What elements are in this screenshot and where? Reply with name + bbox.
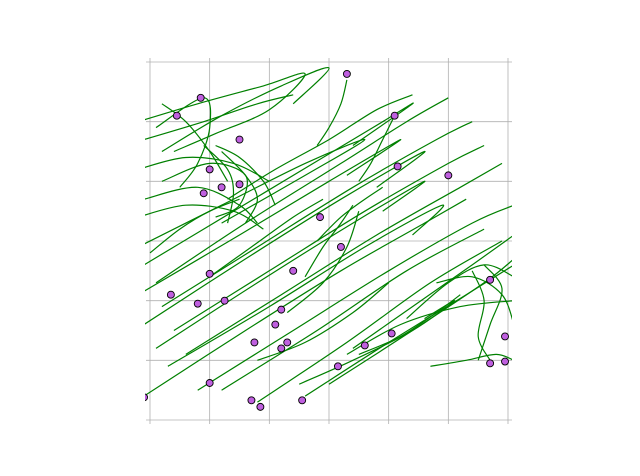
trajectory-line-34 bbox=[298, 300, 455, 385]
trajectory-line-7 bbox=[145, 204, 264, 230]
trajectory-line-14 bbox=[161, 121, 473, 308]
trajectory-line-4 bbox=[155, 97, 212, 188]
data-point-9 bbox=[393, 162, 402, 171]
trajectory-line-29 bbox=[436, 275, 512, 321]
trajectory-line-23 bbox=[257, 240, 503, 403]
trajectory-line-44 bbox=[358, 115, 396, 182]
data-point-0 bbox=[196, 93, 205, 102]
trajectory-line-38 bbox=[209, 198, 324, 278]
data-point-25 bbox=[360, 341, 369, 350]
data-point-27 bbox=[486, 359, 495, 368]
data-point-11 bbox=[316, 213, 324, 222]
data-point-6 bbox=[199, 189, 208, 198]
trajectory-line-21 bbox=[197, 205, 512, 391]
data-point-10 bbox=[444, 171, 453, 180]
data-point-3 bbox=[205, 165, 214, 174]
data-point-22 bbox=[250, 338, 259, 347]
trajectory-line-41 bbox=[161, 103, 229, 182]
data-point-1 bbox=[172, 111, 181, 120]
data-point-15 bbox=[166, 290, 175, 299]
data-point-26 bbox=[387, 329, 396, 338]
trajectory-line-1 bbox=[145, 94, 294, 140]
trajectory-line-43 bbox=[316, 79, 348, 146]
data-point-12 bbox=[336, 243, 345, 251]
data-point-24 bbox=[277, 344, 286, 353]
trajectory-line-17 bbox=[155, 180, 426, 349]
trajectory-line-37 bbox=[304, 204, 354, 278]
point-layer bbox=[145, 69, 509, 411]
trajectory-line-27 bbox=[346, 300, 512, 355]
data-point-30 bbox=[205, 379, 214, 387]
trajectory-line-26 bbox=[352, 235, 512, 349]
trajectory-line-11 bbox=[145, 102, 414, 265]
trajectory-line-42 bbox=[227, 94, 413, 200]
trajectory-line-16 bbox=[173, 144, 485, 332]
data-point-7 bbox=[342, 69, 351, 78]
trajectory-line-22 bbox=[221, 228, 485, 391]
data-point-13 bbox=[205, 269, 214, 278]
data-point-21 bbox=[501, 332, 509, 341]
data-point-29 bbox=[334, 362, 342, 371]
data-point-19 bbox=[271, 320, 280, 329]
trajectory-line-30 bbox=[477, 264, 503, 361]
data-point-17 bbox=[220, 296, 229, 305]
trajectory-line-13 bbox=[145, 138, 402, 292]
data-point-28 bbox=[501, 357, 509, 366]
trajectory-line-10 bbox=[145, 138, 366, 245]
trajectory-line-35 bbox=[257, 282, 390, 361]
trajectory-line-2 bbox=[161, 66, 330, 153]
trajectory-line-45 bbox=[149, 198, 240, 254]
trajectory-line-18 bbox=[185, 162, 503, 355]
data-point-4 bbox=[217, 183, 226, 192]
trajectory-line-3 bbox=[145, 156, 270, 182]
trajectory-line-33 bbox=[358, 294, 461, 355]
data-point-33 bbox=[298, 396, 307, 405]
data-point-18 bbox=[277, 305, 286, 314]
data-point-31 bbox=[247, 396, 256, 405]
trajectory-line-19 bbox=[167, 204, 445, 367]
trajectory-line-0 bbox=[145, 72, 306, 153]
trajectory-line-31 bbox=[471, 270, 491, 361]
grid-layer bbox=[146, 58, 512, 424]
trajectory-line-15 bbox=[145, 150, 426, 325]
data-point-14 bbox=[289, 266, 298, 275]
trajectory-line-9 bbox=[203, 145, 235, 224]
trajectory-line-8 bbox=[221, 151, 259, 224]
data-point-23 bbox=[283, 338, 292, 347]
data-point-5 bbox=[235, 180, 244, 189]
trajectory-line-39 bbox=[316, 186, 384, 242]
trajectory-layer bbox=[145, 66, 512, 403]
data-point-20 bbox=[486, 275, 495, 284]
trajectory-line-20 bbox=[145, 198, 467, 397]
data-point-34 bbox=[145, 393, 148, 402]
trajectory-line-40 bbox=[215, 144, 276, 206]
data-point-32 bbox=[256, 402, 265, 411]
trajectory-line-36 bbox=[286, 211, 360, 314]
trajectory-line-28 bbox=[406, 264, 512, 320]
data-point-16 bbox=[193, 299, 202, 308]
data-point-8 bbox=[390, 111, 399, 120]
trajectory-line-12 bbox=[155, 97, 449, 284]
trajectory-line-32 bbox=[430, 353, 512, 367]
data-point-2 bbox=[235, 135, 244, 144]
